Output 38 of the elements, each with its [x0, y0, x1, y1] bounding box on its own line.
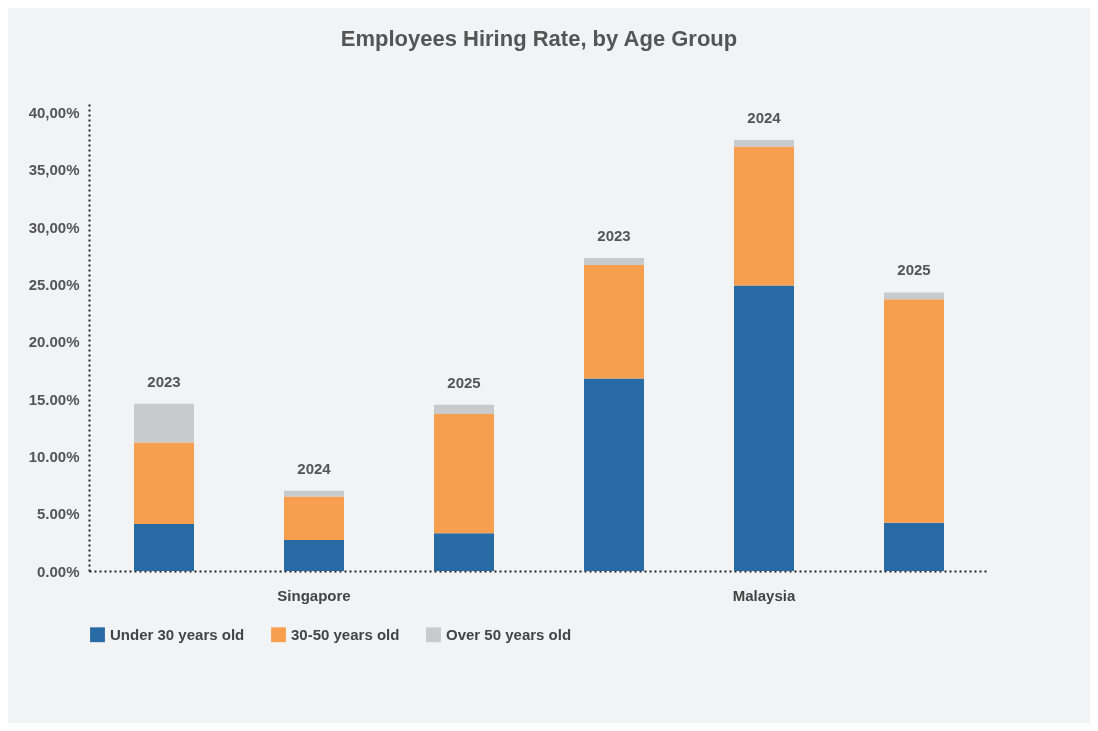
y-tick-label: 25.00%	[28, 275, 80, 293]
bar	[884, 299, 944, 523]
text: Singapore	[277, 587, 351, 604]
bar	[434, 404, 494, 414]
bar	[434, 413, 494, 534]
x-tick-label: 2024	[297, 459, 332, 477]
legend-label: Over 50 years old	[446, 625, 572, 643]
y-tick-label: 10.00%	[28, 447, 80, 465]
x-tick-label: 2023	[147, 372, 181, 390]
x-tick-label: 2023	[597, 227, 631, 245]
bar	[584, 258, 644, 265]
y-tick-label: 15.00%	[28, 390, 80, 408]
bar	[284, 496, 344, 541]
bar	[734, 139, 794, 147]
y-tick-label: 5.00%	[36, 505, 80, 523]
y-tick-label: 35,00%	[28, 161, 80, 179]
legend-label: Under 30 years old	[110, 625, 245, 643]
bar	[434, 533, 494, 571]
bar	[584, 378, 644, 571]
x-tick-label: 2025	[447, 373, 481, 391]
text: Malaysia	[732, 587, 796, 604]
x-tick-label: 2024	[747, 108, 782, 126]
y-tick-label: 30,00%	[28, 218, 80, 236]
bar	[134, 442, 194, 524]
y-tick-label: 20.00%	[28, 333, 80, 351]
bar	[284, 540, 344, 571]
y-tick-label: 40,00%	[28, 103, 80, 121]
bar	[584, 264, 644, 379]
legend-label: 30-50 years old	[291, 625, 400, 643]
bar	[734, 285, 794, 571]
y-tick-label: 0.00%	[36, 562, 80, 580]
bar	[884, 522, 944, 571]
bar	[734, 146, 794, 286]
chart-title: Employees Hiring Rate, by Age Group	[340, 26, 738, 51]
x-tick-label: 2025	[897, 261, 931, 279]
bar	[134, 403, 194, 443]
bar	[134, 524, 194, 571]
bar	[884, 292, 944, 300]
